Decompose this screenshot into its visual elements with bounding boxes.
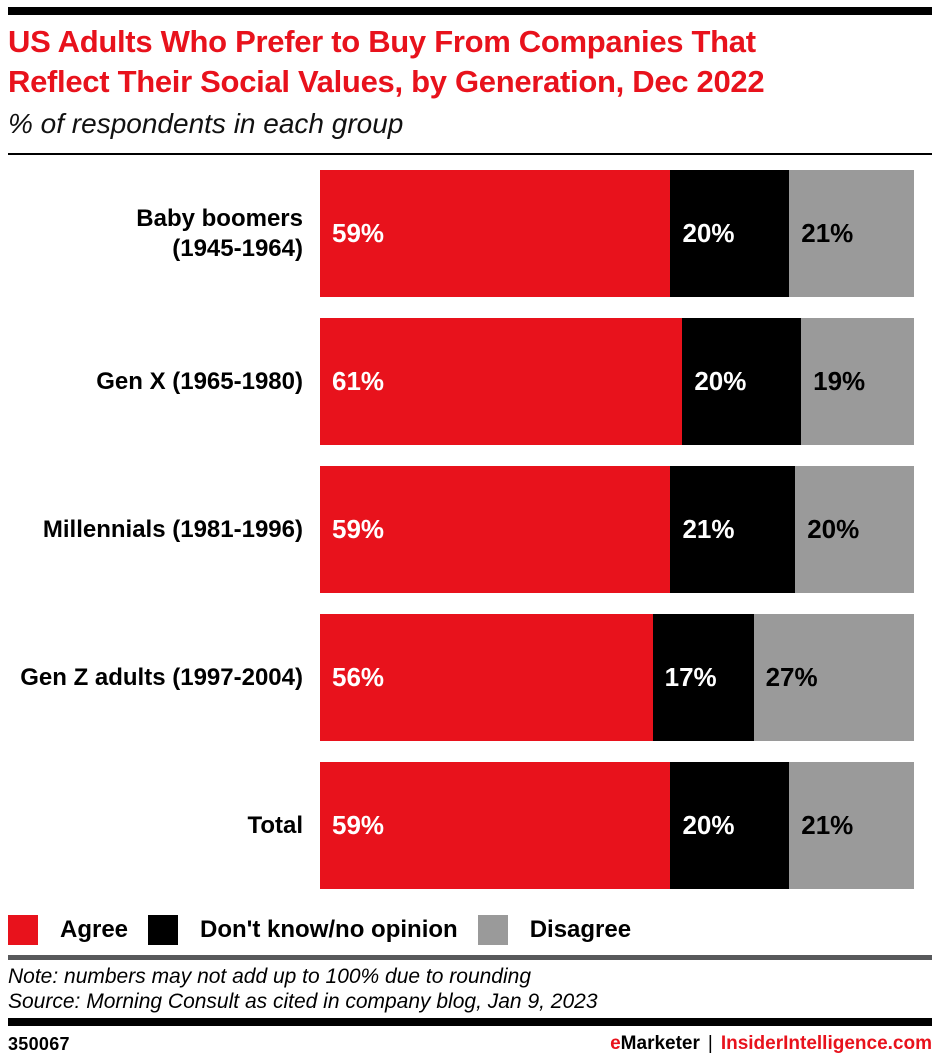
bar-segment-dont-know-no-opinion: 20% — [670, 762, 790, 889]
bar-segment-agree: 59% — [320, 762, 671, 889]
chart-subtitle: % of respondents in each group — [8, 108, 404, 139]
bar-track: 59% 21% 20% — [320, 466, 914, 593]
bar-segment-dont-know-no-opinion: 20% — [670, 170, 790, 297]
chart-legend: Agree Don't know/no opinion Disagree — [8, 915, 932, 945]
segment-value-label: 59% — [332, 514, 385, 544]
bar-segment-agree: 61% — [320, 318, 683, 445]
legend-swatch — [148, 915, 179, 945]
bar-track: 56% 17% 27% — [320, 614, 914, 741]
top-accent-bar — [8, 7, 932, 15]
segment-value-label: 20% — [682, 810, 735, 840]
legend-item: Agree — [8, 915, 128, 945]
bar-track: 59% 20% 21% — [320, 762, 914, 889]
legend-item: Disagree — [477, 915, 632, 945]
chart-id: 350067 — [8, 1033, 70, 1054]
stacked-bar-chart: Baby boomers (1945-1964) 59% 20% 21% Gen X (1… — [8, 170, 932, 889]
title-divider — [8, 153, 932, 155]
bottom-accent-bar — [8, 1018, 932, 1026]
segment-value-label: 59% — [332, 218, 385, 248]
segment-value-label: 21% — [801, 810, 854, 840]
legend-label: Disagree — [529, 916, 632, 943]
legend-item: Don't know/no opinion — [148, 915, 458, 945]
chart-title-line2: Reflect Their Social Values, by Generati… — [8, 64, 765, 99]
bar-row: Baby boomers (1945-1964) 59% 20% 21% — [8, 170, 932, 297]
bar-segment-dont-know-no-opinion: 20% — [682, 318, 802, 445]
brand-separator: | — [707, 1033, 713, 1054]
category-label: Baby boomers (1945-1964) — [136, 204, 303, 262]
segment-value-label: 21% — [682, 514, 735, 544]
bar-segment-disagree: 19% — [801, 318, 914, 445]
legend-label: Agree — [60, 916, 129, 943]
bar-segment-dont-know-no-opinion: 21% — [670, 466, 796, 593]
bar-row: Gen X (1965-1980) 61% 20% 19% — [8, 318, 932, 445]
legend-divider — [8, 955, 932, 960]
segment-value-label: 59% — [332, 810, 385, 840]
bar-row: Total 59% 20% 21% — [8, 762, 932, 889]
legend-swatch — [477, 915, 508, 945]
bar-segment-agree: 56% — [320, 614, 653, 741]
bar-segment-agree: 59% — [320, 170, 671, 297]
category-label: Total — [247, 811, 303, 839]
brand-emarketer-rest: Marketer — [620, 1033, 700, 1054]
chart-footer: 350067 eMarketer | InsiderIntelligence.com — [8, 1033, 932, 1055]
bar-segment-agree: 59% — [320, 466, 671, 593]
segment-value-label: 19% — [813, 366, 866, 396]
brand-emarketer-e: e — [610, 1033, 621, 1054]
chart-note: Note: numbers may not add up to 100% due… — [8, 965, 532, 988]
segment-value-label: 17% — [664, 662, 717, 692]
bar-segment-disagree: 27% — [753, 614, 914, 741]
bar-segment-disagree: 21% — [789, 170, 914, 297]
chart-title: US Adults Who Prefer to Buy From Compani… — [8, 22, 932, 102]
brand-site-link: InsiderIntelligence.com — [720, 1033, 932, 1054]
segment-value-label: 20% — [807, 514, 860, 544]
segment-value-label: 20% — [682, 218, 735, 248]
bar-track: 61% 20% 19% — [320, 318, 914, 445]
segment-value-label: 21% — [801, 218, 854, 248]
legend-label: Don't know/no opinion — [200, 916, 458, 943]
legend-swatch — [8, 915, 38, 945]
bar-row: Gen Z adults (1997-2004) 56% 17% 27% — [8, 614, 932, 741]
bar-row: Millennials (1981-1996) 59% 21% 20% — [8, 466, 932, 593]
category-label: Millennials (1981-1996) — [42, 515, 303, 543]
bar-segment-dont-know-no-opinion: 17% — [652, 614, 754, 741]
segment-value-label: 56% — [332, 662, 385, 692]
category-label: Gen X (1965-1980) — [96, 367, 303, 395]
segment-value-label: 61% — [332, 366, 385, 396]
segment-value-label: 20% — [694, 366, 747, 396]
brand-line: eMarketer | InsiderIntelligence.com — [610, 1033, 932, 1055]
chart-source: Source: Morning Consult as cited in comp… — [8, 990, 598, 1013]
bar-track: 59% 20% 21% — [320, 170, 914, 297]
segment-value-label: 27% — [765, 662, 818, 692]
category-label: Gen Z adults (1997-2004) — [20, 663, 303, 691]
bar-segment-disagree: 20% — [795, 466, 914, 593]
bar-segment-disagree: 21% — [789, 762, 914, 889]
chart-title-line1: US Adults Who Prefer to Buy From Compani… — [8, 24, 756, 59]
